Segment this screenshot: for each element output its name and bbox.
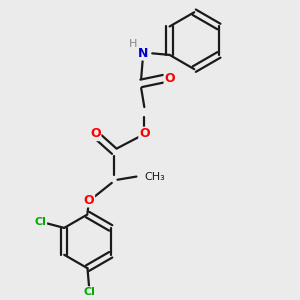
Text: H: H — [129, 39, 137, 49]
Text: Cl: Cl — [34, 217, 46, 226]
Text: CH₃: CH₃ — [144, 172, 165, 182]
Text: O: O — [84, 194, 94, 207]
Text: N: N — [138, 47, 148, 60]
Text: Cl: Cl — [83, 287, 95, 297]
Text: O: O — [90, 128, 101, 140]
Text: O: O — [164, 72, 175, 85]
Text: O: O — [139, 128, 150, 140]
